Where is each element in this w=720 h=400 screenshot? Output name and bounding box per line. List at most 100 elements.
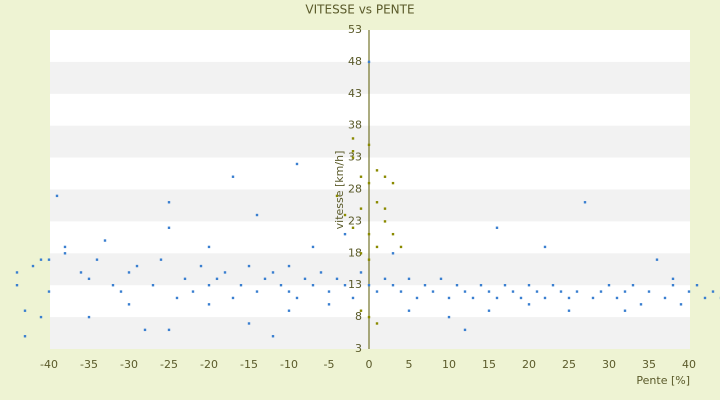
scatter-point bbox=[247, 264, 251, 268]
scatter-point bbox=[95, 258, 99, 261]
scatter-point bbox=[359, 175, 363, 178]
y-tick-label: 28 bbox=[348, 183, 362, 196]
scatter-point bbox=[623, 309, 627, 312]
grid-band bbox=[50, 253, 690, 286]
scatter-point bbox=[119, 290, 123, 293]
scatter-point bbox=[367, 143, 371, 147]
y-tick-label: 43 bbox=[348, 87, 362, 100]
scatter-point bbox=[391, 252, 395, 255]
scatter-point bbox=[367, 284, 371, 287]
series bbox=[15, 60, 720, 338]
scatter-point bbox=[583, 201, 587, 204]
x-tick-label: -20 bbox=[200, 358, 218, 371]
scatter-point bbox=[23, 309, 27, 312]
scatter-point bbox=[183, 277, 187, 281]
scatter-point bbox=[503, 284, 507, 287]
grid-band bbox=[50, 61, 690, 94]
y-tick-label: 3 bbox=[355, 342, 362, 355]
scatter-point bbox=[159, 258, 163, 261]
y-tick-label: 18 bbox=[348, 246, 362, 259]
scatter-point bbox=[631, 284, 635, 287]
scatter-point bbox=[87, 315, 91, 319]
y-axis-label: vitesse [km/h] bbox=[333, 151, 346, 230]
scatter-point bbox=[87, 277, 91, 281]
scatter-point bbox=[423, 284, 427, 287]
scatter-point bbox=[271, 271, 275, 274]
x-axis-label: Pente [%] bbox=[636, 374, 690, 387]
scatter-point bbox=[679, 303, 683, 306]
scatter-point bbox=[575, 290, 579, 293]
scatter-point bbox=[367, 60, 371, 64]
scatter-point bbox=[495, 226, 499, 229]
scatter-point bbox=[311, 245, 315, 249]
x-tick-label: 40 bbox=[682, 358, 696, 371]
scatter-point bbox=[407, 309, 411, 312]
scatter-point bbox=[351, 137, 355, 140]
scatter-point bbox=[207, 284, 211, 287]
scatter-point bbox=[623, 290, 627, 293]
scatter-point bbox=[127, 271, 131, 274]
scatter-point bbox=[239, 284, 243, 287]
scatter-point bbox=[567, 309, 571, 312]
scatter-point bbox=[207, 245, 211, 249]
series bbox=[335, 137, 403, 325]
scatter-point bbox=[63, 252, 67, 255]
scatter-point bbox=[287, 264, 291, 268]
scatter-point bbox=[351, 226, 355, 229]
x-tick-label: 5 bbox=[406, 358, 413, 371]
scatter-point bbox=[255, 213, 259, 217]
scatter-point bbox=[383, 175, 387, 178]
chart-title: VITESSE vs PENTE bbox=[305, 3, 414, 17]
scatter-point bbox=[391, 232, 395, 236]
scatter-point bbox=[111, 284, 115, 287]
scatter-point bbox=[343, 213, 347, 217]
scatter-point bbox=[247, 322, 251, 325]
scatter-point bbox=[711, 290, 715, 293]
scatter-point bbox=[47, 258, 51, 261]
scatter-point bbox=[399, 245, 403, 249]
scatter-point bbox=[207, 303, 211, 306]
scatter-point bbox=[383, 207, 387, 210]
scatter-point bbox=[391, 284, 395, 287]
scatter-point bbox=[367, 181, 371, 185]
scatter-point bbox=[39, 315, 43, 319]
scatter-point bbox=[463, 290, 467, 293]
scatter-point bbox=[591, 296, 595, 300]
scatter-point bbox=[231, 175, 235, 178]
scatter-point bbox=[535, 290, 539, 293]
scatter-point bbox=[343, 232, 347, 236]
scatter-point bbox=[527, 284, 531, 287]
scatter-point bbox=[359, 309, 363, 312]
scatter-point bbox=[319, 271, 323, 274]
scatter-point bbox=[103, 239, 107, 242]
scatter-point bbox=[351, 150, 355, 153]
x-tick-label: 0 bbox=[366, 358, 373, 371]
scatter-point bbox=[167, 226, 171, 229]
scatter-point bbox=[23, 335, 27, 338]
scatter-point bbox=[447, 315, 451, 319]
scatter-point bbox=[175, 296, 179, 300]
scatter-point bbox=[223, 271, 227, 274]
scatter-point bbox=[543, 296, 547, 300]
scatter-point bbox=[63, 245, 67, 249]
scatter-point bbox=[167, 328, 171, 332]
scatter-point bbox=[487, 290, 491, 293]
scatter-point bbox=[255, 290, 259, 293]
scatter-point bbox=[15, 271, 19, 274]
scatter-point bbox=[375, 201, 379, 204]
scatter-point bbox=[527, 303, 531, 306]
scatter-point bbox=[303, 277, 307, 281]
scatter-point bbox=[447, 296, 451, 300]
scatter-point bbox=[327, 303, 331, 306]
scatter-point bbox=[151, 284, 155, 287]
scatter-point bbox=[703, 296, 707, 300]
scatter-point bbox=[431, 290, 435, 293]
scatter-point bbox=[375, 169, 379, 172]
y-tick-label: 48 bbox=[348, 55, 362, 68]
scatter-point bbox=[191, 290, 195, 293]
scatter-point bbox=[375, 322, 379, 325]
x-tick-label: -25 bbox=[160, 358, 178, 371]
scatter-point bbox=[287, 309, 291, 312]
scatter-point bbox=[271, 335, 275, 338]
scatter-point bbox=[551, 284, 555, 287]
